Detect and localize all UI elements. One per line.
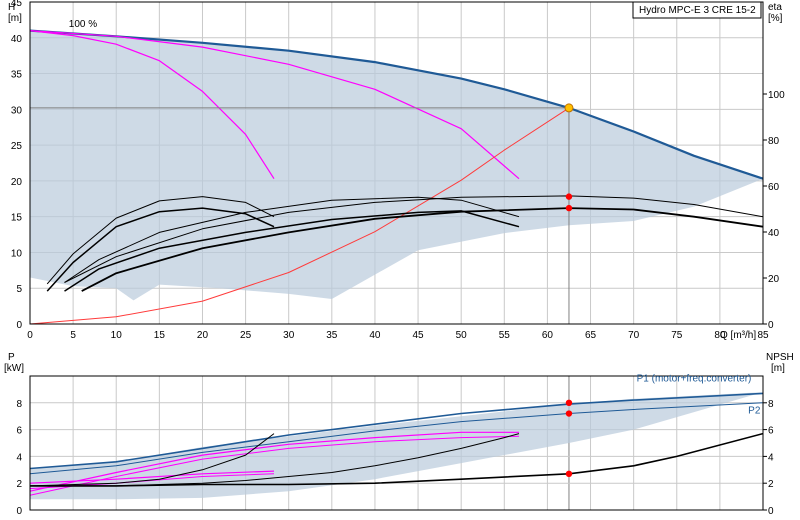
x-tick-label: 85	[757, 330, 769, 341]
npsh-axis-label: NPSH	[766, 352, 794, 363]
h-tick-label: 25	[11, 141, 23, 152]
chart-title: Hydro MPC-E 3 CRE 15-2	[639, 5, 756, 16]
power-series-line-4	[29, 431, 519, 492]
eta-tick-label: 20	[768, 274, 780, 285]
npsh-tick-label: 2	[768, 479, 774, 490]
power-series-line-0	[29, 392, 764, 470]
eta-axis-unit: [%]	[768, 13, 783, 24]
eta-tick-label: 100	[768, 90, 785, 101]
power-marker-0	[565, 399, 573, 406]
top-plot-frame	[29, 1, 764, 325]
h-tick-label: 0	[16, 320, 22, 331]
power-series-line-6	[30, 432, 764, 487]
p-tick-label: 4	[16, 452, 22, 463]
x-tick-label: 30	[283, 330, 295, 341]
x-tick-label: 20	[197, 330, 209, 341]
eta-tick-label: 60	[768, 182, 780, 193]
npsh-tick-label: 6	[768, 426, 774, 437]
x-axis-label: Q [m³/h]	[720, 330, 756, 341]
power-series-line-5	[29, 435, 520, 496]
series-line-9	[46, 196, 275, 285]
series-line-2	[29, 30, 520, 180]
annotation-p2: P2	[748, 406, 761, 417]
h-tick-label: 20	[11, 177, 23, 188]
x-tick-label: 80	[714, 330, 726, 341]
operating-range-area	[30, 30, 763, 301]
eta-tick-labels: 0 20 40 60 80 100	[763, 90, 785, 331]
series-line-5	[64, 195, 764, 283]
h-tick-label: 5	[16, 284, 22, 295]
x-tick-label: 40	[369, 330, 381, 341]
p-axis-unit: [kW]	[4, 363, 24, 374]
npsh-axis-unit: [m]	[771, 363, 785, 374]
series-line-8	[46, 207, 275, 292]
h-tick-label: 10	[11, 248, 23, 259]
power-range-area	[30, 392, 763, 500]
x-tick-labels: 0 5 10 15 20 25 30 35 40 45 50 55 60 65 70 75 80 85	[27, 330, 769, 341]
series-line-6	[64, 210, 520, 292]
h-axis-unit: [m]	[8, 13, 22, 24]
p-tick-label: 2	[16, 479, 22, 490]
x-tick-label: 35	[326, 330, 338, 341]
chart-title-box	[632, 1, 762, 19]
p-axis-label: P	[8, 352, 15, 363]
eta-axis-label: eta	[768, 2, 782, 13]
npsh-tick-label: 0	[768, 506, 774, 517]
series-line-0	[29, 29, 764, 180]
power-series-line-1	[29, 402, 764, 475]
series-line-4	[81, 207, 764, 292]
x-tick-label: 15	[154, 330, 166, 341]
h-tick-label: 35	[11, 70, 23, 81]
x-tick-label: 45	[412, 330, 424, 341]
power-marker-1	[565, 410, 573, 417]
bottom-series-lines	[29, 392, 764, 496]
x-tick-label: 75	[671, 330, 683, 341]
top-markers	[564, 103, 574, 212]
p-tick-label: 8	[16, 399, 22, 410]
power-marker-2	[565, 470, 573, 478]
h-tick-label: 30	[11, 105, 23, 116]
x-tick-label: 55	[499, 330, 511, 341]
annotation-100-percent: 100 %	[69, 19, 97, 30]
x-tick-label: 10	[111, 330, 123, 341]
p-tick-label: 0	[16, 506, 22, 517]
p-tick-labels: 0 2 4 6 8	[16, 399, 22, 517]
x-tick-label: 50	[456, 330, 468, 341]
operating-point-marker	[564, 103, 574, 113]
x-tick-label: 65	[585, 330, 597, 341]
series-line-3	[29, 107, 570, 325]
h-axis-label: H	[8, 2, 15, 13]
p-tick-label: 6	[16, 426, 22, 437]
series-line-7	[64, 196, 520, 283]
x-tick-label: 60	[542, 330, 554, 341]
bottom-markers	[565, 399, 573, 478]
h-tick-label: 45	[11, 0, 23, 9]
x-tick-label: 5	[70, 330, 76, 341]
x-tick-label: 25	[240, 330, 252, 341]
eta-tick-label: 80	[768, 136, 780, 147]
eta-marker-0	[565, 193, 573, 200]
npsh-tick-label: 4	[768, 452, 774, 463]
h-tick-labels: 0 5 10 15 20 25 30 35 40 45	[11, 0, 23, 331]
eta-marker-1	[565, 204, 573, 212]
npsh-tick-labels: 0 2 4 6 8	[763, 399, 774, 517]
h-tick-label: 15	[11, 213, 23, 224]
annotation-p1: P1 (motor+freq.converter)	[637, 373, 752, 384]
top-series-lines	[29, 29, 764, 510]
power-series-line-2	[29, 470, 275, 484]
power-series-line-8	[29, 433, 275, 487]
series-line-1	[29, 30, 275, 180]
x-tick-label: 0	[27, 330, 33, 341]
npsh-tick-label: 8	[768, 399, 774, 410]
eta-tick-label: 40	[768, 228, 780, 239]
bottom-plot-frame	[29, 375, 764, 511]
x-tick-label: 70	[628, 330, 640, 341]
eta-tick-label: 0	[768, 320, 774, 331]
power-series-line-7	[30, 433, 520, 487]
h-tick-label: 40	[11, 34, 23, 45]
